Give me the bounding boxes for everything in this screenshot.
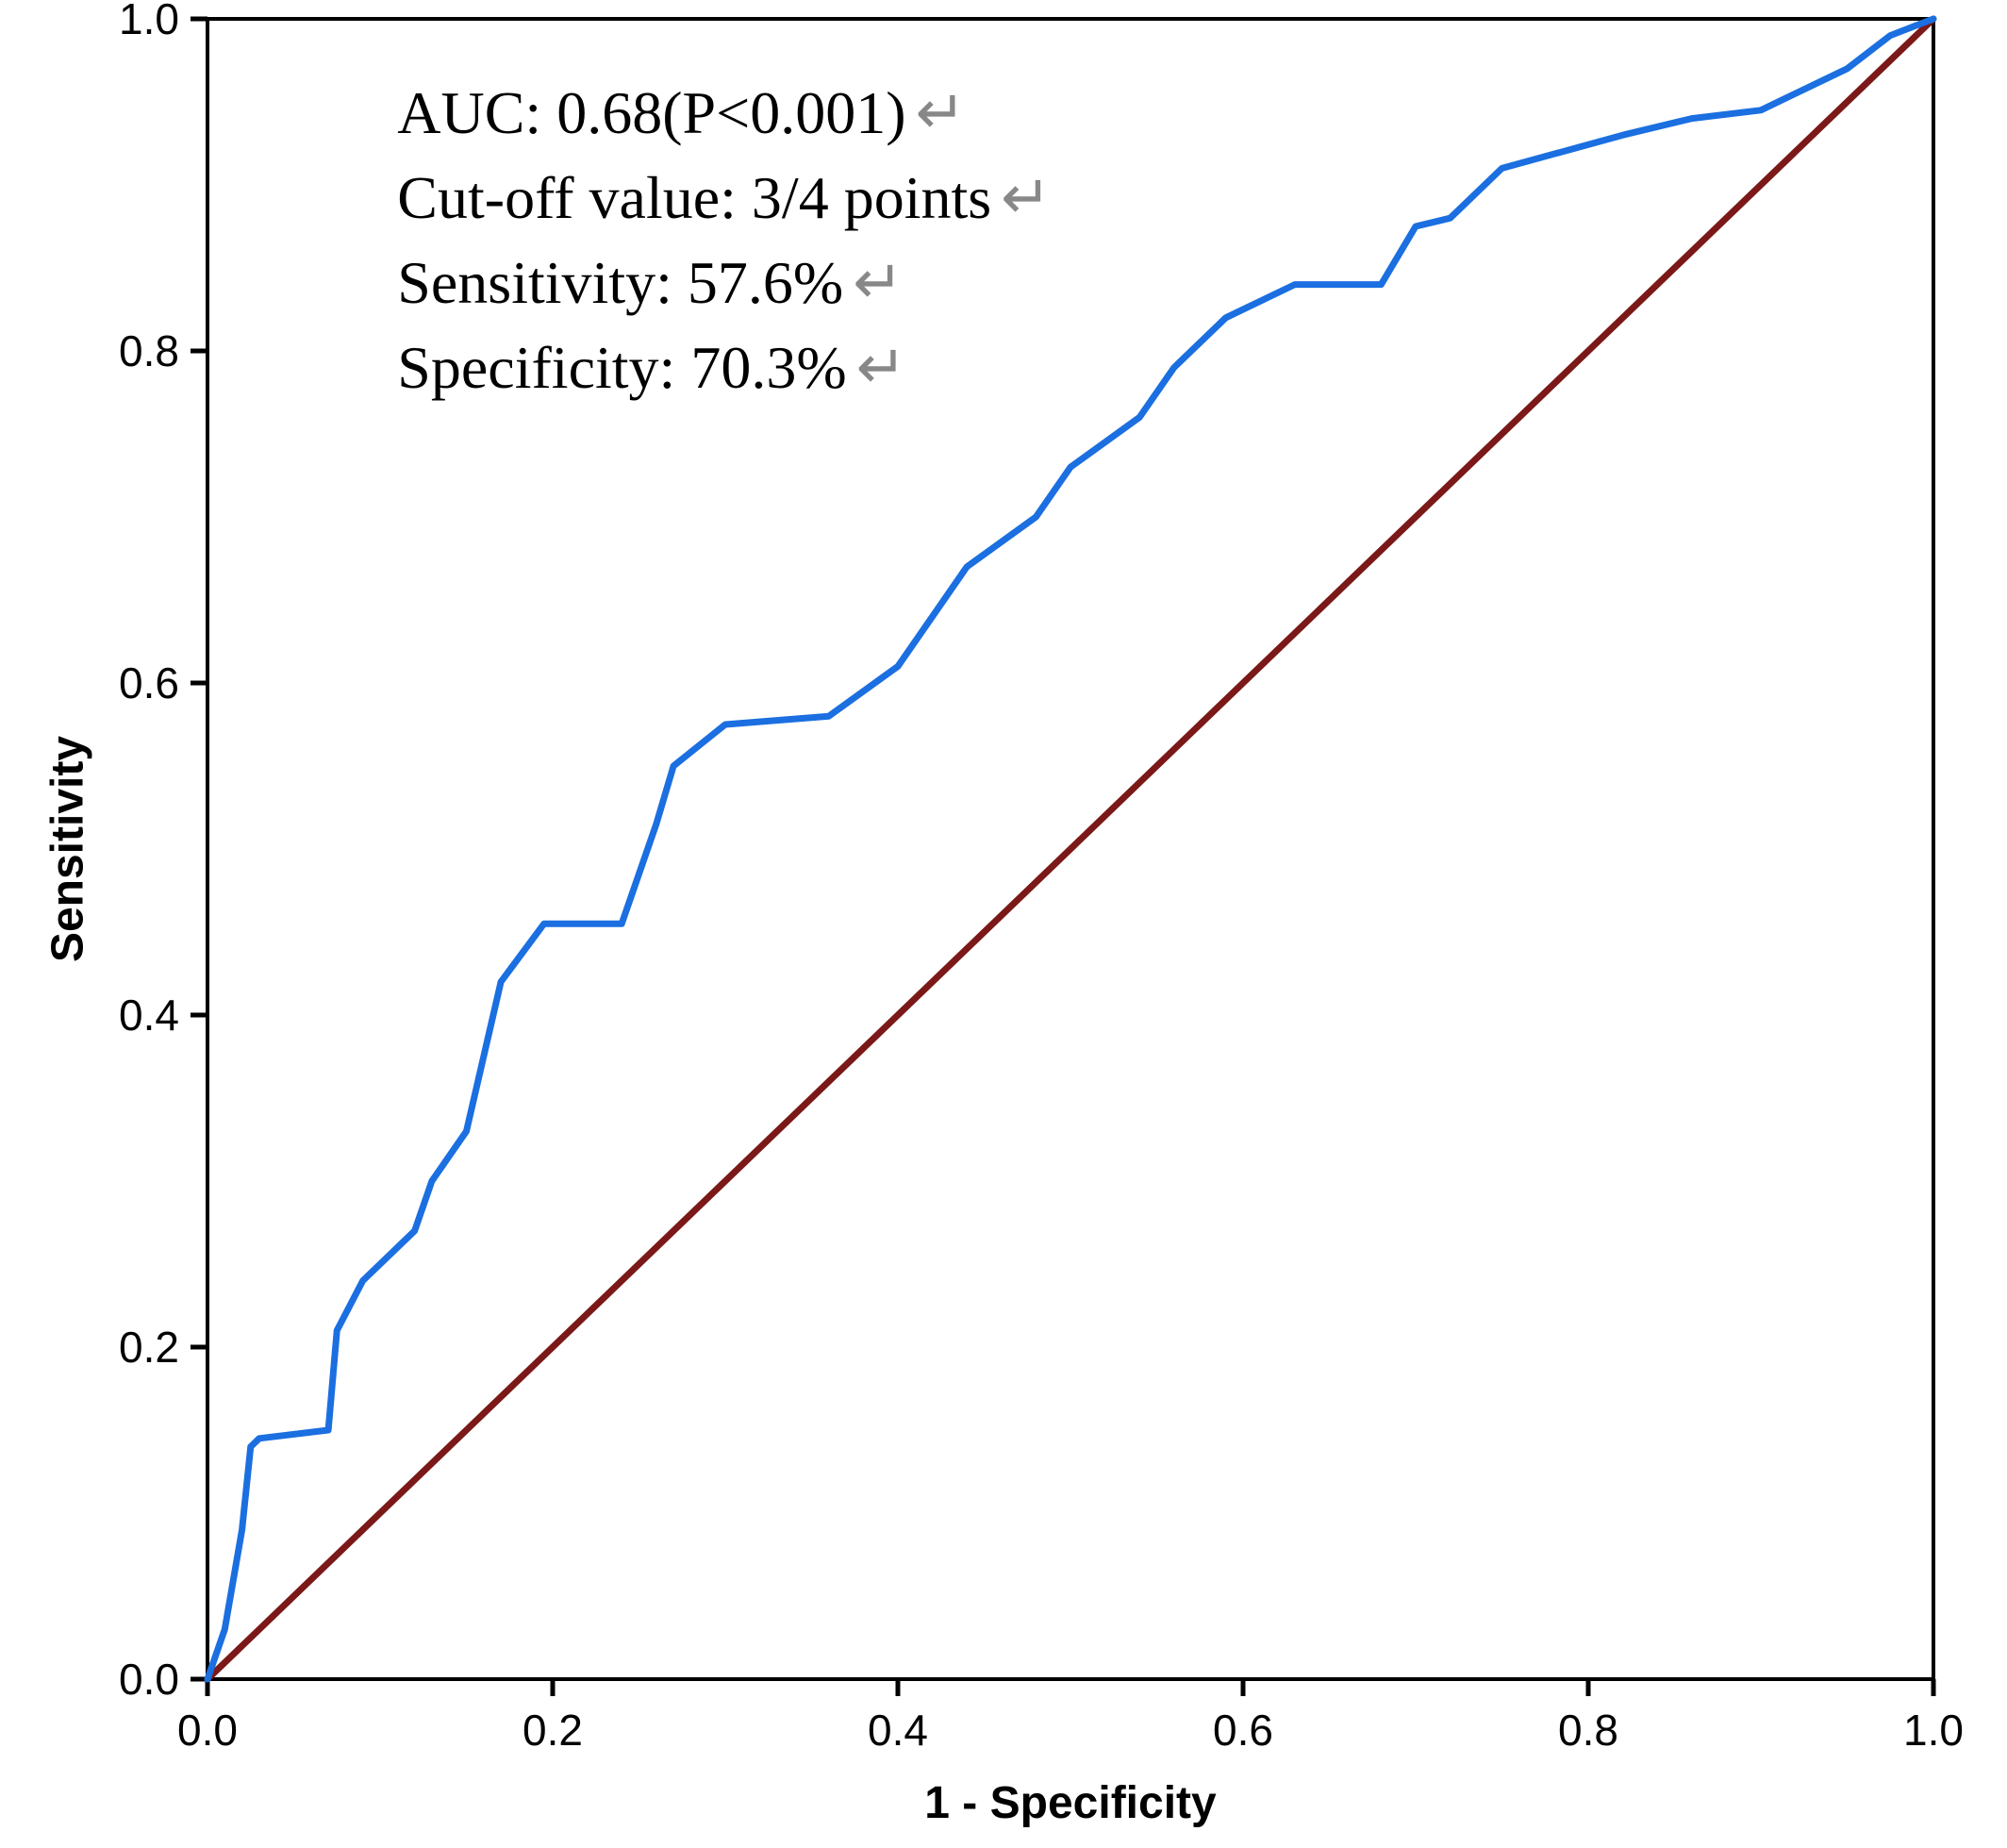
return-mark-icon: ↵ <box>1001 163 1052 231</box>
annotation-text: Specificity: 70.3% <box>397 334 846 401</box>
annotation-text: Sensitivity: 57.6% <box>397 249 843 316</box>
return-mark-icon: ↵ <box>853 248 904 316</box>
y-tick-label: 0.2 <box>119 1323 179 1372</box>
x-tick-label: 1.0 <box>1903 1706 1964 1755</box>
annotation-line: AUC: 0.68(P<0.001)↵ <box>397 77 966 148</box>
y-axis-label: Sensitivity <box>42 736 94 962</box>
y-tick-label: 0.8 <box>119 326 179 375</box>
x-tick-label: 0.0 <box>177 1706 238 1755</box>
x-tick-label: 0.2 <box>522 1706 583 1755</box>
y-tick-label: 0.6 <box>119 658 179 708</box>
annotation-line: Sensitivity: 57.6%↵ <box>397 247 904 318</box>
annotation-text: Cut-off value: 3/4 points <box>397 164 991 231</box>
x-axis-label: 1 - Specificity <box>924 1777 1216 1829</box>
annotation-text: AUC: 0.68(P<0.001) <box>397 79 905 146</box>
y-tick-label: 0.0 <box>119 1655 179 1704</box>
roc-chart-svg: 0.0 0.2 0.4 0.6 0.8 1.0 0.0 0.2 0.4 0.6 0.8 1.0 <box>0 0 2007 1848</box>
annotation-line: Cut-off value: 3/4 points↵ <box>397 162 1052 233</box>
x-tick-label: 0.4 <box>868 1706 928 1755</box>
annotation-line: Specificity: 70.3%↵ <box>397 332 906 403</box>
x-tick-label: 0.6 <box>1213 1706 1273 1755</box>
return-mark-icon: ↵ <box>856 333 907 401</box>
return-mark-icon: ↵ <box>916 78 967 146</box>
y-tick-label: 0.4 <box>119 991 179 1040</box>
y-tick-label: 1.0 <box>119 0 179 43</box>
roc-chart-container: 0.0 0.2 0.4 0.6 0.8 1.0 0.0 0.2 0.4 0.6 0.8 1.0 Sen… <box>0 0 2007 1848</box>
x-tick-label: 0.8 <box>1558 1706 1618 1755</box>
